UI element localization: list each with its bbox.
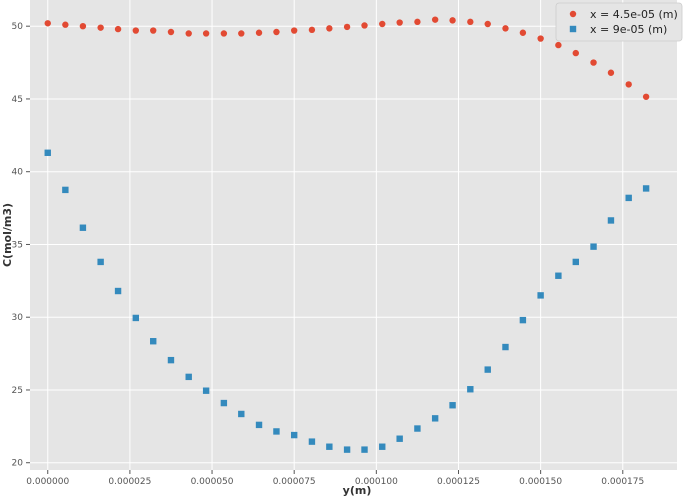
x-axis-label: y(m): [343, 484, 372, 497]
series-x-9e-05: [44, 149, 650, 453]
data-point-series-1: [590, 243, 597, 250]
y-tick-label: 20: [12, 459, 24, 469]
data-point-series-1: [220, 399, 228, 407]
data-point-series-0: [185, 30, 192, 37]
data-point-series-1: [361, 446, 368, 453]
data-point-series-0: [308, 26, 316, 34]
data-point-series-1: [607, 217, 615, 224]
data-point-series-0: [326, 25, 333, 32]
plot-area: [30, 0, 677, 470]
data-point-series-0: [361, 22, 368, 29]
data-point-series-1: [62, 186, 69, 194]
y-tick-label: 25: [12, 386, 23, 396]
data-point-series-1: [308, 438, 316, 445]
x-tick-label: 0.000025: [108, 477, 151, 487]
y-axis-ticks: 20 25 30 35 40 45 50: [12, 22, 30, 469]
y-tick-label: 40: [12, 168, 24, 178]
data-point-series-0: [238, 30, 245, 37]
data-point-series-0: [625, 81, 632, 88]
data-point-series-1: [519, 316, 527, 324]
data-point-series-1: [537, 292, 544, 299]
data-point-series-0: [255, 29, 263, 36]
data-point-series-1: [326, 443, 333, 450]
x-tick-label: 0.000125: [437, 477, 480, 487]
y-tick-label: 50: [12, 22, 24, 32]
data-point-series-1: [202, 387, 210, 394]
data-point-series-0: [220, 30, 228, 37]
data-point-series-1: [379, 443, 386, 450]
data-point-series-0: [114, 25, 122, 33]
data-point-series-1: [238, 410, 245, 418]
data-point-series-0: [607, 69, 615, 76]
data-point-series-0: [396, 19, 403, 26]
data-point-series-1: [484, 366, 491, 373]
data-point-series-0: [379, 20, 386, 28]
data-point-series-1: [255, 421, 263, 429]
data-point-series-0: [97, 24, 104, 31]
data-point-series-0: [537, 35, 544, 42]
data-point-series-0: [79, 22, 87, 30]
data-point-series-1: [467, 386, 474, 393]
data-point-series-0: [62, 21, 69, 28]
data-point-series-1: [150, 338, 157, 345]
data-point-series-1: [642, 185, 650, 192]
data-point-series-1: [449, 402, 456, 409]
data-point-series-0: [167, 28, 175, 36]
y-tick-label: 45: [12, 95, 23, 105]
data-point-series-0: [642, 93, 650, 100]
x-tick-label: 0.000150: [519, 477, 562, 487]
data-point-series-0: [44, 20, 51, 27]
legend: x = 4.5e-05 (m) x = 9e-05 (m): [555, 2, 683, 42]
data-point-series-0: [132, 27, 140, 34]
legend-marker-series-1: [569, 25, 577, 33]
data-point-series-1: [167, 356, 175, 364]
data-point-series-1: [625, 194, 632, 202]
legend-label-series-1: x = 9e-05 (m): [590, 23, 667, 36]
data-point-series-1: [97, 258, 104, 266]
x-tick-label: 0.000075: [273, 477, 316, 487]
data-point-series-0: [555, 41, 562, 49]
data-point-series-1: [132, 314, 140, 322]
data-point-series-0: [467, 18, 474, 26]
data-point-series-0: [502, 25, 509, 32]
data-point-series-1: [414, 425, 421, 432]
data-point-series-0: [431, 16, 439, 23]
legend-marker-series-0: [569, 10, 577, 18]
x-tick-label: 0.000175: [601, 477, 644, 487]
x-tick-label: 0.000100: [355, 477, 398, 487]
data-point-series-0: [519, 29, 527, 36]
data-point-series-1: [431, 415, 439, 422]
data-point-series-1: [396, 435, 403, 442]
data-point-series-0: [572, 49, 579, 57]
legend-label-series-0: x = 4.5e-05 (m): [590, 8, 678, 21]
data-point-series-1: [79, 224, 87, 231]
data-point-series-0: [343, 23, 351, 31]
data-point-series-1: [185, 373, 192, 381]
x-axis-ticks: 0.000000 0.000025 0.000050 0.000075 0.000100…: [26, 470, 644, 487]
data-point-series-1: [343, 446, 351, 453]
data-point-series-0: [150, 27, 157, 34]
data-point-series-0: [273, 28, 280, 36]
data-point-series-1: [290, 431, 298, 439]
y-axis-label: C(mol/m3): [1, 203, 14, 267]
data-point-series-0: [414, 18, 421, 26]
data-point-series-0: [202, 30, 210, 37]
y-tick-label: 30: [12, 313, 24, 323]
data-point-series-0: [449, 17, 456, 24]
data-point-series-1: [114, 287, 122, 295]
x-tick-label: 0.000000: [26, 477, 69, 487]
x-tick-label: 0.000050: [191, 477, 234, 487]
series-x-4.5e-05: [44, 16, 650, 100]
data-point-series-1: [44, 149, 51, 156]
data-point-series-1: [555, 272, 562, 279]
data-point-series-1: [502, 343, 509, 351]
data-point-series-0: [484, 20, 491, 28]
data-point-series-1: [572, 258, 579, 266]
y-tick-label: 35: [12, 240, 23, 250]
data-point-series-0: [590, 59, 597, 66]
legend-box: [555, 2, 683, 42]
data-point-series-1: [273, 428, 280, 435]
data-point-series-0: [290, 27, 298, 34]
